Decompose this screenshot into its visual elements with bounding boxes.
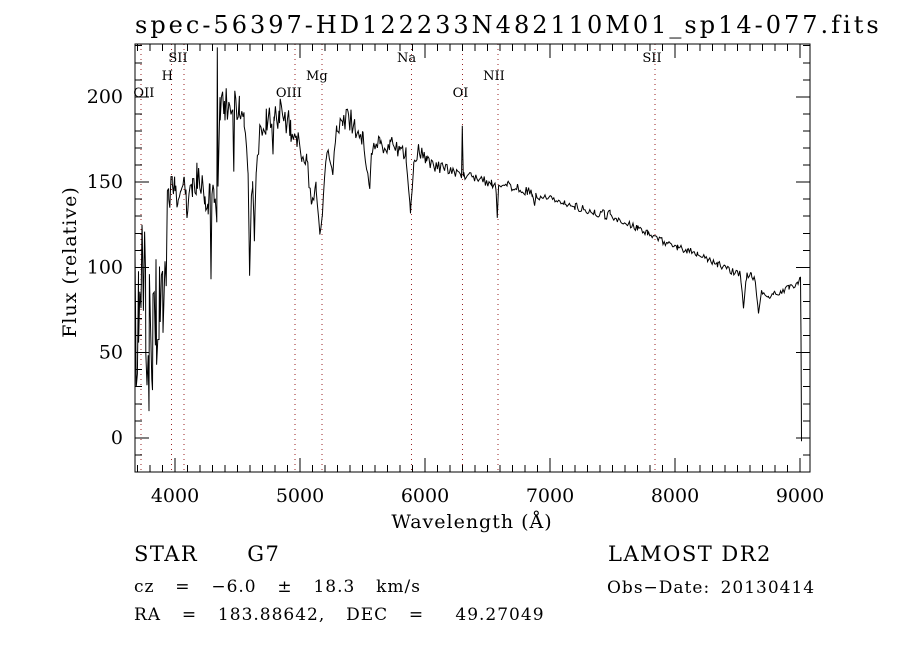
y-tick-label: 100 — [87, 256, 123, 278]
spectral-line-marker-label: Na — [397, 51, 416, 66]
spectrum-line — [135, 47, 802, 442]
object-class-label: STAR G7 — [134, 542, 281, 566]
spectrum-group — [135, 47, 802, 442]
spectral-line-marker-label: NII — [483, 69, 505, 84]
spectral-line-marker-label: H — [162, 69, 173, 84]
x-tick-label: 7000 — [526, 485, 574, 507]
spectral-line-marker-label: Mg — [306, 69, 328, 84]
x-axis-title: Wavelength (Å) — [391, 511, 553, 533]
x-tick-label: 5000 — [276, 485, 324, 507]
survey-label: LAMOST DR2 — [608, 542, 772, 566]
cz-velocity-label: cz = −6.0 ± 18.3 km/s — [134, 577, 422, 597]
x-tick-label: 9000 — [776, 485, 824, 507]
x-tick-label: 4000 — [151, 485, 199, 507]
y-tick-label: 0 — [111, 427, 123, 449]
y-tick-label: 200 — [87, 86, 123, 108]
spectral-line-marker-label: SII — [642, 51, 661, 66]
plot-title: spec-56397-HD122233N482110M01_sp14-077.f… — [135, 11, 882, 39]
y-tick-label: 50 — [99, 342, 123, 364]
y-axis-title: Flux (relative) — [59, 186, 81, 338]
y-tick-label: 150 — [87, 171, 123, 193]
x-tick-label: 6000 — [401, 485, 449, 507]
spectral-line-marker-label: OIII — [276, 86, 302, 101]
x-tick-label: 8000 — [651, 485, 699, 507]
spectral-line-marker-label: SII — [168, 51, 187, 66]
spectral-line-marker-label: OII — [133, 86, 154, 101]
obs-date-label: Obs−Date: 20130414 — [607, 578, 816, 598]
spectral-line-marker-label: OI — [453, 86, 469, 101]
ra-dec-label: RA = 183.88642, DEC = 49.27049 — [134, 605, 545, 625]
plot-border — [134, 43, 811, 473]
